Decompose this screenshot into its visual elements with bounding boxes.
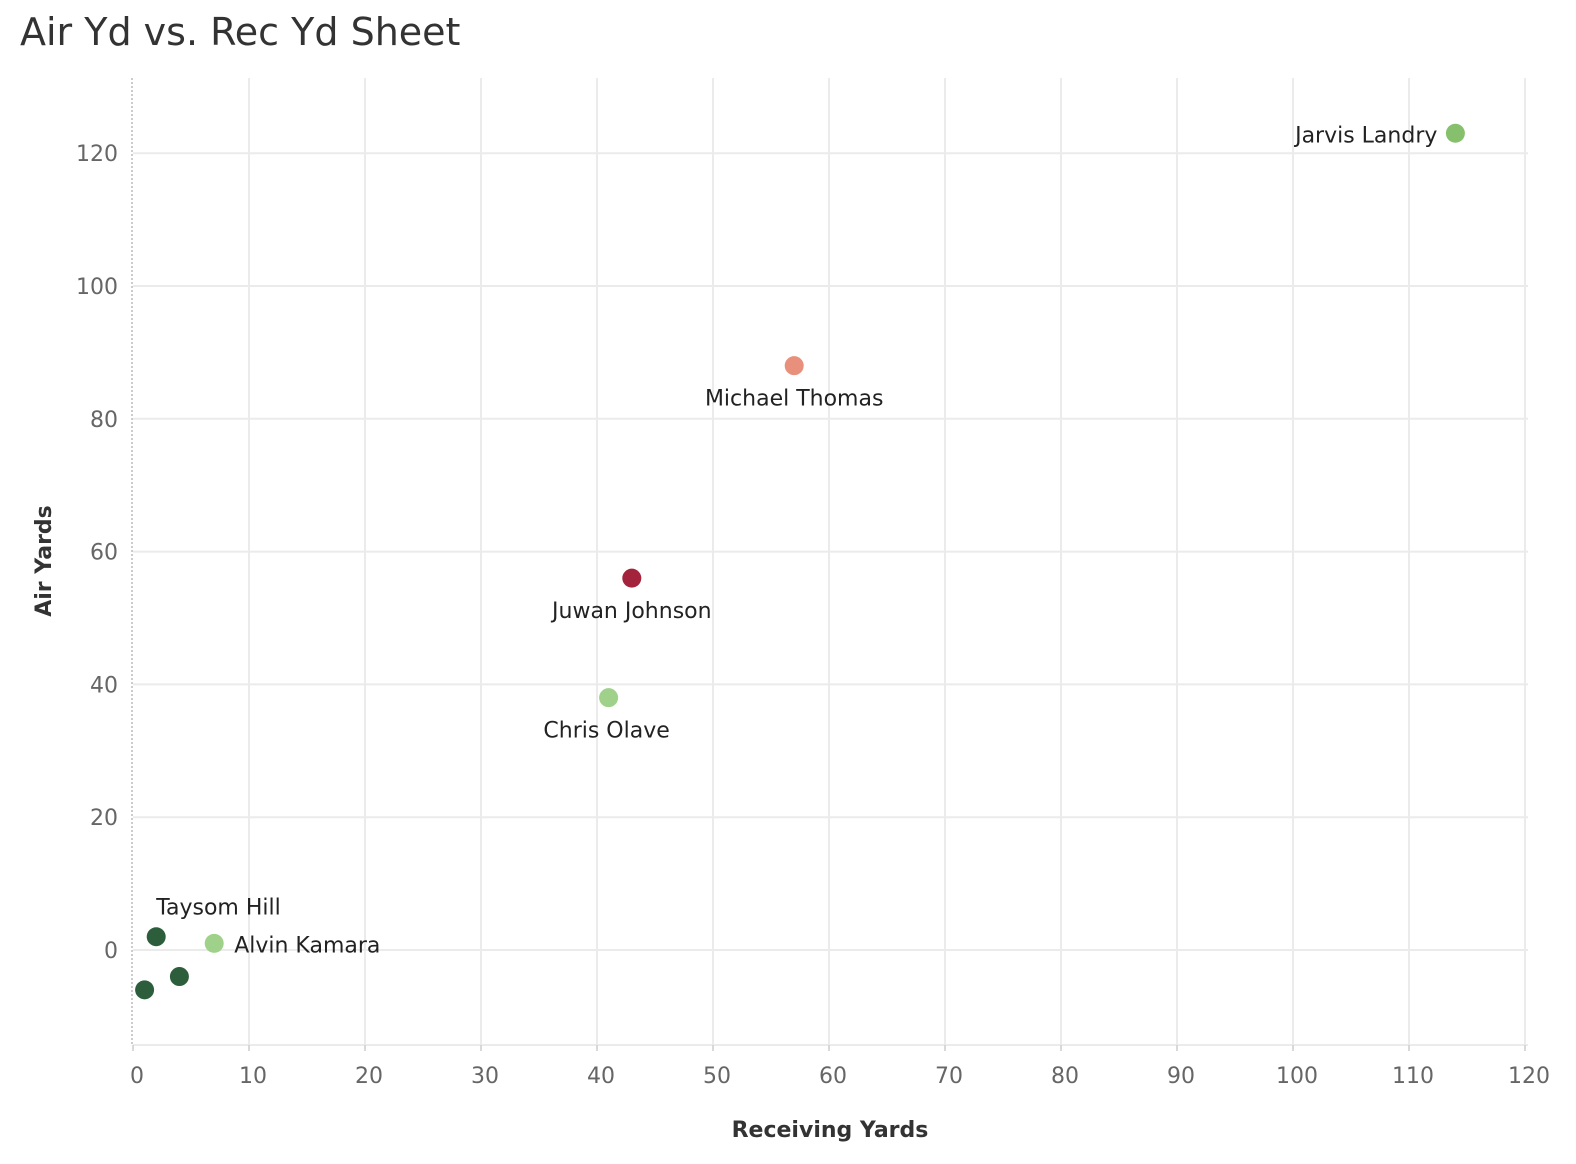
point-label: Michael Thomas — [705, 387, 883, 412]
x-axis-title: Receiving Yards — [732, 1118, 929, 1143]
point-label: Juwan Johnson — [550, 599, 712, 624]
x-tick-label: 10 — [239, 1064, 267, 1089]
y-tick-label: 100 — [76, 275, 118, 300]
data-point[interactable] — [135, 980, 155, 1000]
point-label: Jarvis Landry — [1293, 123, 1437, 148]
x-tick-label: 100 — [1276, 1064, 1318, 1089]
y-tick-label: 80 — [90, 408, 118, 433]
x-tick-label: 70 — [935, 1064, 963, 1089]
data-point[interactable] — [784, 356, 804, 376]
y-tick-label: 0 — [104, 939, 118, 964]
chart-title: Air Yd vs. Rec Yd Sheet — [20, 10, 461, 54]
x-tick-label: 50 — [703, 1064, 731, 1089]
y-tick-label: 60 — [90, 541, 118, 566]
x-tick-label: 90 — [1167, 1064, 1195, 1089]
x-tick-label: 40 — [587, 1064, 615, 1089]
data-point[interactable] — [204, 933, 224, 953]
data-point[interactable] — [1445, 123, 1465, 143]
x-tick-label: 110 — [1392, 1064, 1434, 1089]
point-label: Chris Olave — [543, 719, 669, 744]
y-tick-label: 120 — [76, 142, 118, 167]
point-label: Taysom Hill — [155, 896, 281, 921]
x-tick-label: 60 — [819, 1064, 847, 1089]
x-tick-label: 80 — [1051, 1064, 1079, 1089]
x-tick-label: 20 — [355, 1064, 383, 1089]
x-tick-label: 0 — [130, 1064, 144, 1089]
x-tick-label: 30 — [471, 1064, 499, 1089]
y-tick-label: 20 — [90, 806, 118, 831]
y-axis-title: Air Yards — [32, 505, 57, 617]
data-point[interactable] — [622, 568, 642, 588]
point-label: Alvin Kamara — [234, 933, 380, 958]
data-point[interactable] — [169, 967, 189, 987]
y-tick-label: 40 — [90, 673, 118, 698]
data-point[interactable] — [599, 688, 619, 708]
data-point[interactable] — [146, 927, 166, 947]
x-tick-label: 120 — [1508, 1064, 1550, 1089]
